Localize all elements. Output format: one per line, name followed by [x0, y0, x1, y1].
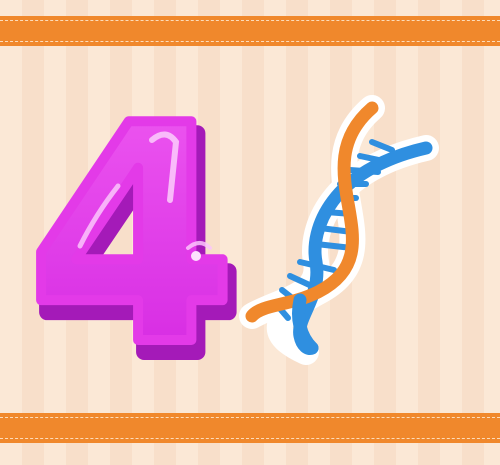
numeral-shadow: 4 — [34, 74, 243, 423]
numeral-highlight-top — [149, 131, 180, 203]
dna-blue-strand-lower — [292, 293, 319, 355]
top-band-stitch-upper — [0, 20, 500, 21]
numeral-sparkle — [191, 251, 201, 261]
bottom-band-stitch-lower — [0, 438, 500, 439]
bottom-band-stitch-upper — [0, 417, 500, 418]
top-border-band — [0, 16, 500, 46]
numeral-highlight-left — [77, 183, 121, 249]
top-band-stitch-lower — [0, 41, 500, 42]
dna-orange-strand — [245, 101, 379, 323]
bottom-border-band — [0, 413, 500, 443]
numeral-four: 4 — [28, 62, 237, 411]
numeral-highlight-bar — [186, 241, 212, 250]
